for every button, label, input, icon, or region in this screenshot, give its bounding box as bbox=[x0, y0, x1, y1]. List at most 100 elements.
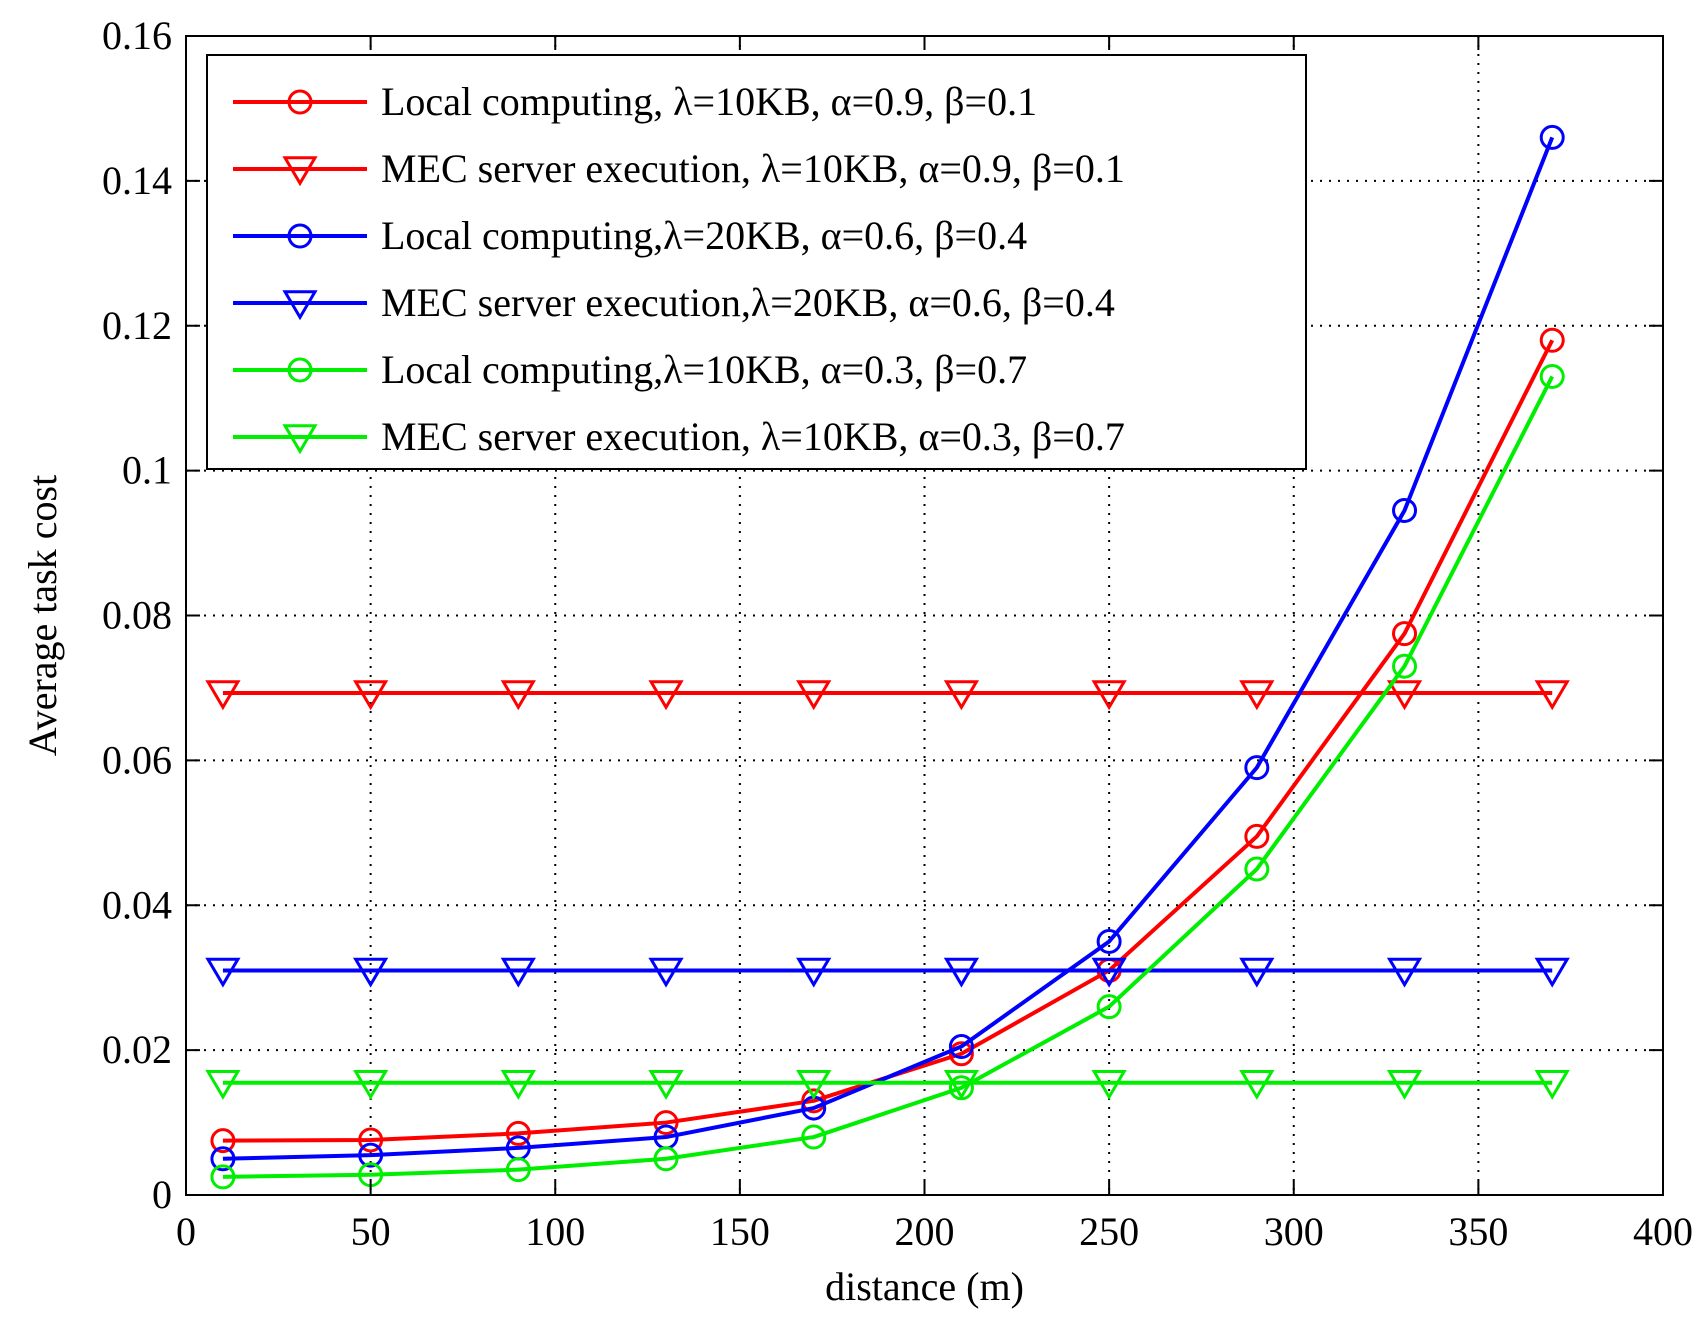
y-tick-label: 0.06 bbox=[102, 737, 172, 782]
legend-box bbox=[206, 54, 1307, 470]
data-point bbox=[948, 1034, 974, 1060]
legend-label: MEC server execution, λ=10KB, α=0.3, β=0… bbox=[381, 414, 1125, 459]
data-point bbox=[1244, 755, 1270, 781]
data-point bbox=[205, 1069, 241, 1100]
legend-marker bbox=[287, 89, 313, 115]
legend-label: Local computing,λ=10KB, α=0.3, β=0.7 bbox=[381, 347, 1027, 392]
legend-marker bbox=[282, 156, 318, 187]
data-point bbox=[1096, 994, 1122, 1020]
legend-label: Local computing, λ=10KB, α=0.9, β=0.1 bbox=[381, 79, 1037, 124]
x-axis-title: distance (m) bbox=[825, 1264, 1024, 1309]
data-point bbox=[648, 680, 684, 711]
legend-marker bbox=[287, 223, 313, 249]
data-point bbox=[796, 680, 832, 711]
data-point bbox=[1239, 1069, 1275, 1100]
legend: Local computing, λ=10KB, α=0.9, β=0.1 MEC… bbox=[206, 54, 1307, 470]
legend-entry: Local computing,λ=10KB, α=0.3, β=0.7 bbox=[233, 347, 1027, 392]
data-point bbox=[1091, 957, 1127, 988]
data-point bbox=[1386, 680, 1423, 711]
data-point bbox=[1386, 957, 1423, 988]
data-point bbox=[1392, 653, 1418, 679]
data-point bbox=[1392, 497, 1418, 523]
y-tick-label: 0 bbox=[152, 1172, 172, 1217]
series-line bbox=[222, 136, 1555, 1161]
series-6 bbox=[205, 1069, 1570, 1100]
legend-label: MEC server execution, λ=10KB, α=0.9, β=0… bbox=[381, 146, 1125, 191]
y-tick-label: 0.02 bbox=[102, 1027, 172, 1072]
series-line bbox=[222, 375, 1555, 1179]
data-point bbox=[1534, 680, 1570, 711]
y-tick-label: 0.1 bbox=[122, 448, 172, 493]
data-point bbox=[943, 680, 980, 711]
data-point bbox=[796, 957, 832, 988]
legend-label: Local computing,λ=20KB, α=0.6, β=0.4 bbox=[381, 213, 1027, 258]
data-point bbox=[943, 1069, 980, 1100]
legend-marker bbox=[282, 424, 318, 455]
data-point bbox=[1239, 680, 1275, 711]
data-point bbox=[505, 1157, 531, 1183]
data-point bbox=[1091, 680, 1127, 711]
series-4 bbox=[205, 957, 1570, 988]
data-point bbox=[358, 1142, 384, 1168]
x-tick-label: 250 bbox=[1079, 1209, 1139, 1254]
x-tick-label: 150 bbox=[710, 1209, 770, 1254]
legend-entry: Local computing,λ=20KB, α=0.6, β=0.4 bbox=[233, 213, 1027, 258]
axis-ticks: 0 50 100 150 200 250 300 350 400 0 0.02 0.04 0.06 0.0… bbox=[102, 13, 1693, 1254]
data-point bbox=[796, 1069, 832, 1100]
data-point bbox=[205, 957, 241, 988]
data-point bbox=[358, 1127, 384, 1153]
data-point bbox=[653, 1146, 679, 1172]
data-point bbox=[353, 957, 389, 988]
data-point bbox=[210, 1164, 236, 1190]
x-tick-label: 0 bbox=[176, 1209, 196, 1254]
data-point bbox=[1539, 363, 1565, 389]
data-point bbox=[505, 1120, 531, 1146]
legend-marker bbox=[282, 290, 318, 321]
x-tick-label: 350 bbox=[1448, 1209, 1508, 1254]
y-axis-title: Average task cost bbox=[20, 475, 65, 756]
data-point bbox=[210, 1128, 236, 1154]
data-point bbox=[1244, 823, 1270, 849]
legend-entry: MEC server execution,λ=20KB, α=0.6, β=0.… bbox=[233, 280, 1115, 325]
x-tick-label: 300 bbox=[1264, 1209, 1324, 1254]
data-point bbox=[648, 1069, 684, 1100]
data-point bbox=[1091, 1069, 1127, 1100]
data-point bbox=[353, 680, 389, 711]
data-point bbox=[648, 957, 684, 988]
legend-marker bbox=[287, 357, 313, 383]
data-point bbox=[1244, 856, 1270, 882]
series-2 bbox=[205, 680, 1570, 711]
data-point bbox=[500, 957, 536, 988]
data-point bbox=[210, 1146, 236, 1172]
legend-label: MEC server execution,λ=20KB, α=0.6, β=0.… bbox=[381, 280, 1115, 325]
data-point bbox=[1534, 957, 1570, 988]
legend-entry: MEC server execution, λ=10KB, α=0.9, β=0… bbox=[233, 146, 1125, 191]
data-point bbox=[943, 957, 980, 988]
data-point bbox=[500, 680, 536, 711]
x-tick-label: 200 bbox=[895, 1209, 955, 1254]
data-point bbox=[801, 1088, 827, 1114]
data-point bbox=[1539, 327, 1565, 353]
data-point bbox=[353, 1069, 389, 1100]
data-point bbox=[1534, 1069, 1570, 1100]
data-point bbox=[653, 1110, 679, 1136]
legend-entry: MEC server execution, λ=10KB, α=0.3, β=0… bbox=[233, 414, 1125, 459]
y-tick-label: 0.16 bbox=[102, 13, 172, 58]
data-point bbox=[1239, 957, 1275, 988]
data-point bbox=[205, 680, 241, 711]
data-point bbox=[948, 1041, 974, 1067]
y-tick-label: 0.04 bbox=[102, 882, 172, 927]
data-point bbox=[1392, 621, 1418, 647]
y-tick-label: 0.08 bbox=[102, 593, 172, 638]
y-tick-label: 0.12 bbox=[102, 303, 172, 348]
data-point bbox=[801, 1124, 827, 1150]
x-tick-label: 100 bbox=[525, 1209, 585, 1254]
data-point bbox=[1096, 928, 1122, 954]
series-layer bbox=[205, 124, 1570, 1190]
y-tick-label: 0.14 bbox=[102, 158, 172, 203]
data-point bbox=[1386, 1069, 1423, 1100]
x-tick-label: 400 bbox=[1633, 1209, 1693, 1254]
data-point bbox=[1539, 124, 1565, 150]
data-point bbox=[500, 1069, 536, 1100]
